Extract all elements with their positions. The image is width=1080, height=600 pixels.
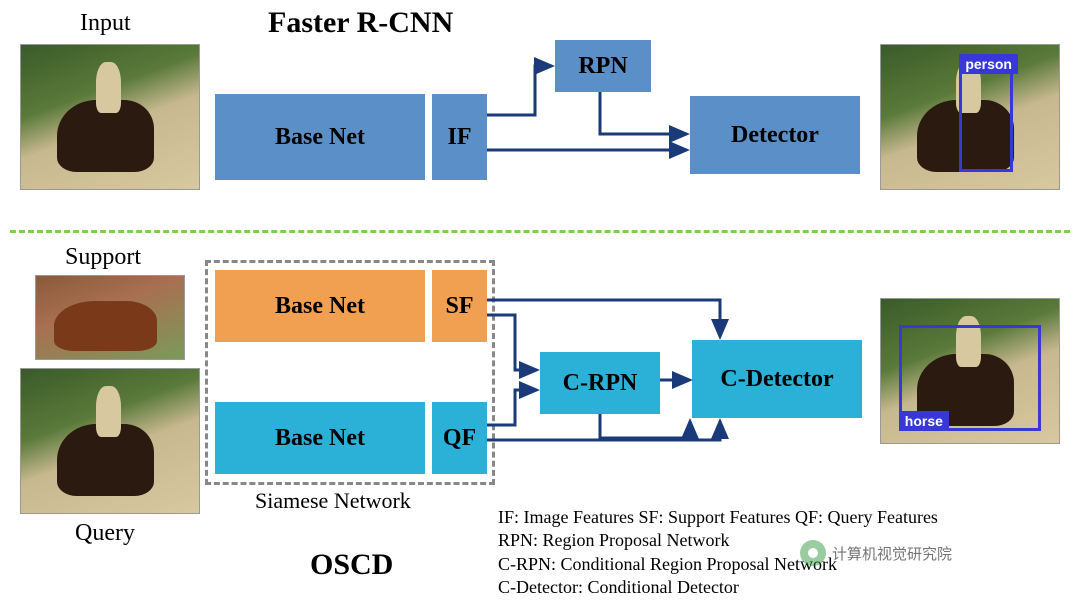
basenet-support-block: Base Net xyxy=(215,270,425,342)
legend-line: C-Detector: Conditional Detector xyxy=(498,576,938,599)
frcnn-output-image: person xyxy=(880,44,1060,190)
detector-block: Detector xyxy=(690,96,860,174)
section-divider xyxy=(10,230,1070,233)
legend-line: IF: Image Features SF: Support Features … xyxy=(498,506,938,529)
oscd-output-image: horse xyxy=(880,298,1060,444)
if-block: IF xyxy=(432,94,487,180)
query-image xyxy=(20,368,200,514)
support-label: Support xyxy=(65,244,141,271)
input-label: Input xyxy=(80,10,131,37)
support-image xyxy=(35,275,185,360)
horse-bbox-label: horse xyxy=(899,411,949,431)
watermark-text: 计算机视觉研究院 xyxy=(832,543,952,564)
basenet-block: Base Net xyxy=(215,94,425,180)
sf-block: SF xyxy=(432,270,487,342)
watermark-icon xyxy=(800,540,826,566)
siamese-label: Siamese Network xyxy=(255,488,411,514)
rpn-block: RPN xyxy=(555,40,651,92)
oscd-title: OSCD xyxy=(310,548,393,582)
crpn-block: C-RPN xyxy=(540,352,660,414)
cdetector-block: C-Detector xyxy=(692,340,862,418)
person-bbox-label: person xyxy=(959,54,1018,74)
qf-block: QF xyxy=(432,402,487,474)
basenet-query-block: Base Net xyxy=(215,402,425,474)
input-image xyxy=(20,44,200,190)
watermark: 计算机视觉研究院 xyxy=(800,540,952,566)
query-label: Query xyxy=(75,520,135,547)
frcnn-title: Faster R-CNN xyxy=(268,6,453,40)
